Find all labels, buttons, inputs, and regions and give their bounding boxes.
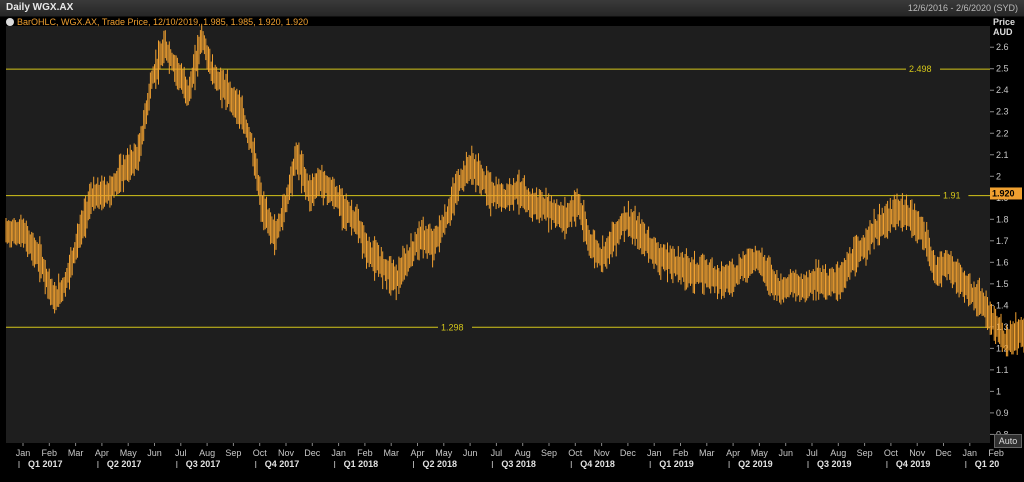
y-tick-label: 2.2: [996, 128, 1009, 138]
line-label-bg: [940, 190, 969, 201]
horizontal-line-label: 1.91: [943, 191, 961, 201]
month-label: Sep: [857, 448, 873, 458]
last-price-label: 1.920: [992, 188, 1015, 198]
month-label: Aug: [830, 448, 846, 458]
y-tick-label: 0.9: [996, 408, 1009, 418]
quarter-label: Q2 2019: [738, 459, 773, 469]
y-tick-label: 2: [996, 171, 1001, 181]
time-axis[interactable]: [0, 446, 1024, 482]
plot-area: [6, 26, 990, 443]
month-label: Jul: [491, 448, 503, 458]
month-label: Feb: [988, 448, 1004, 458]
line-label-bg: [438, 322, 472, 333]
month-label: Nov: [278, 448, 295, 458]
month-label: Apr: [410, 448, 424, 458]
price-axis-title: Price: [993, 17, 1016, 27]
month-label: Oct: [568, 448, 583, 458]
quarter-label: Q2 2017: [107, 459, 142, 469]
month-label: Jan: [16, 448, 31, 458]
date-range: 12/6/2016 - 2/6/2020 (SYD): [907, 3, 1018, 13]
y-tick-label: 2.1: [996, 150, 1009, 160]
month-label: Jun: [778, 448, 793, 458]
quarter-label: Q1 20: [975, 459, 1000, 469]
horizontal-line-label: 1.298: [441, 322, 464, 332]
month-label: Jun: [463, 448, 478, 458]
last-price-bg: [990, 187, 1022, 200]
y-tick-label: 2.3: [996, 107, 1009, 117]
y-tick-label: 1.6: [996, 257, 1009, 267]
price-axis[interactable]: [990, 26, 1024, 446]
y-tick-label: 2.5: [996, 64, 1009, 74]
y-tick-label: 1: [996, 386, 1001, 396]
y-tick-label: 1.4: [996, 300, 1009, 310]
month-label: Dec: [620, 448, 637, 458]
month-label: May: [120, 448, 138, 458]
y-tick-label: 2.4: [996, 85, 1009, 95]
month-label: Jul: [806, 448, 818, 458]
quarter-label: Q1 2018: [344, 459, 379, 469]
chart-title: Daily WGX.AX: [6, 2, 74, 13]
month-label: Sep: [541, 448, 557, 458]
quarter-label: Q4 2019: [896, 459, 931, 469]
month-label: Mar: [699, 448, 715, 458]
month-label: Apr: [726, 448, 740, 458]
month-label: Nov: [909, 448, 926, 458]
quarter-label: Q4 2017: [265, 459, 300, 469]
month-label: Mar: [383, 448, 399, 458]
month-label: Nov: [594, 448, 611, 458]
month-label: Jan: [647, 448, 662, 458]
quarter-label: Q2 2018: [423, 459, 458, 469]
y-tick-label: 1.8: [996, 214, 1009, 224]
month-label: Jun: [147, 448, 162, 458]
month-label: Sep: [225, 448, 241, 458]
ohlc-bars: [5, 23, 1024, 357]
y-tick-label: 1.5: [996, 279, 1009, 289]
legend[interactable]: BarOHLC, WGX.AX, Trade Price, 12/10/2019…: [6, 17, 308, 27]
currency-label: AUD: [993, 27, 1013, 37]
y-tick-label: 2.6: [996, 42, 1009, 52]
price-axis-header: Price AUD: [993, 17, 1015, 37]
quarter-label: Q1 2017: [28, 459, 63, 469]
quarter-label: Q3 2017: [186, 459, 221, 469]
month-label: Apr: [95, 448, 109, 458]
month-label: Aug: [199, 448, 215, 458]
month-label: Mar: [68, 448, 84, 458]
title-bar: Daily WGX.AX 12/6/2016 - 2/6/2020 (SYD): [0, 0, 1024, 17]
month-label: May: [751, 448, 769, 458]
y-tick-label: 1.1: [996, 365, 1009, 375]
horizontal-line-label: 2.498: [909, 64, 932, 74]
quarter-label: Q3 2018: [501, 459, 536, 469]
legend-text: BarOHLC, WGX.AX, Trade Price, 12/10/2019…: [17, 17, 309, 27]
quarter-label: Q3 2019: [817, 459, 852, 469]
month-label: Jan: [331, 448, 346, 458]
month-label: Dec: [304, 448, 321, 458]
auto-scale-button[interactable]: Auto: [994, 434, 1022, 448]
month-label: Feb: [357, 448, 373, 458]
month-label: Aug: [515, 448, 531, 458]
y-tick-label: 1.7: [996, 236, 1009, 246]
month-label: Feb: [673, 448, 689, 458]
month-label: Feb: [42, 448, 58, 458]
month-label: Oct: [884, 448, 899, 458]
month-label: Dec: [935, 448, 952, 458]
quarter-label: Q4 2018: [580, 459, 615, 469]
quarter-label: Q1 2019: [659, 459, 694, 469]
month-label: Jul: [175, 448, 187, 458]
legend-dot-icon[interactable]: [6, 18, 14, 26]
month-label: May: [435, 448, 453, 458]
month-label: Jan: [963, 448, 978, 458]
line-label-bg: [906, 64, 940, 75]
month-label: Oct: [253, 448, 268, 458]
